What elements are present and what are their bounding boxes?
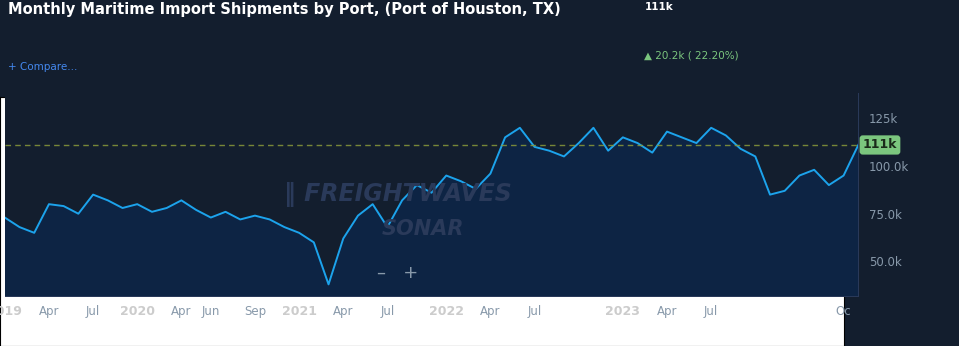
Text: Monthly Maritime Import Shipments by Port, (Port of Houston, TX): Monthly Maritime Import Shipments by Por… (8, 2, 560, 17)
Text: ‖ FREIGHTWAVES: ‖ FREIGHTWAVES (284, 182, 511, 207)
Text: 111k: 111k (644, 2, 673, 12)
Text: + Compare...: + Compare... (8, 62, 77, 72)
Text: –   +: – + (377, 264, 418, 282)
Text: 111k: 111k (863, 138, 898, 152)
Text: ▲ 20.2k ( 22.20%): ▲ 20.2k ( 22.20%) (644, 50, 739, 60)
Text: SONAR: SONAR (382, 219, 464, 239)
